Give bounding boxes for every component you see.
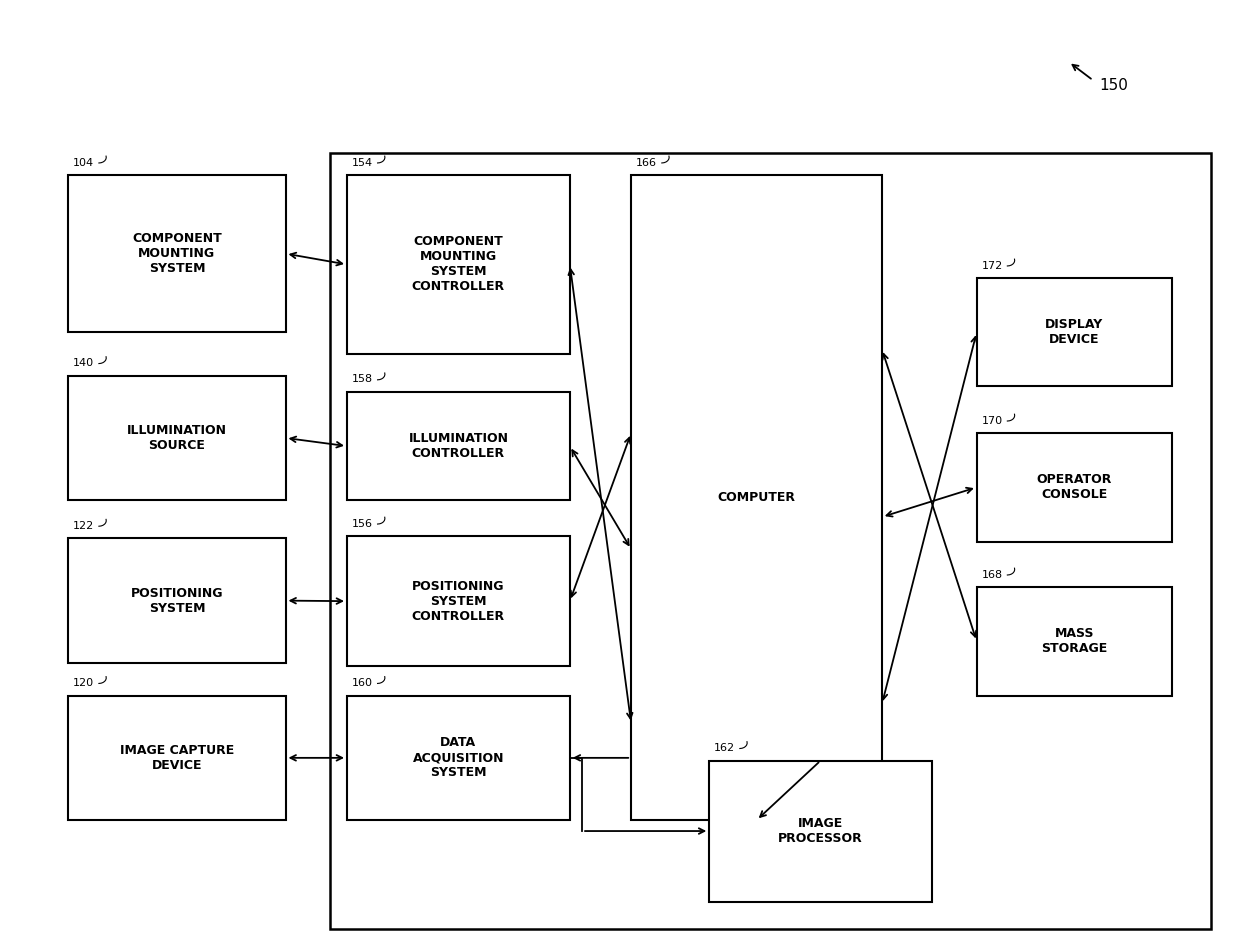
Bar <box>68 175 285 332</box>
Bar <box>68 375 285 501</box>
Bar <box>977 587 1172 695</box>
Text: ILLUMINATION
CONTROLLER: ILLUMINATION CONTROLLER <box>408 432 508 460</box>
Text: 166: 166 <box>636 157 657 167</box>
Text: COMPUTER: COMPUTER <box>718 491 796 504</box>
Text: 156: 156 <box>352 518 373 529</box>
Text: ILLUMINATION
SOURCE: ILLUMINATION SOURCE <box>126 424 227 452</box>
Text: 168: 168 <box>982 569 1003 580</box>
Bar <box>68 695 285 821</box>
Text: IMAGE CAPTURE
DEVICE: IMAGE CAPTURE DEVICE <box>120 743 234 772</box>
Text: 150: 150 <box>1100 77 1128 92</box>
Text: 120: 120 <box>73 678 94 688</box>
Text: 154: 154 <box>352 157 373 167</box>
Bar <box>68 538 285 663</box>
Text: 162: 162 <box>714 743 735 753</box>
Bar <box>709 760 932 901</box>
Text: 170: 170 <box>982 416 1003 425</box>
Text: COMPONENT
MOUNTING
SYSTEM
CONTROLLER: COMPONENT MOUNTING SYSTEM CONTROLLER <box>412 235 505 294</box>
Text: 172: 172 <box>982 261 1003 271</box>
Text: 140: 140 <box>73 359 94 368</box>
Bar <box>977 278 1172 387</box>
Text: POSITIONING
SYSTEM
CONTROLLER: POSITIONING SYSTEM CONTROLLER <box>412 580 505 623</box>
Text: 160: 160 <box>352 678 373 688</box>
Bar <box>347 175 570 354</box>
Bar <box>330 153 1210 929</box>
Text: COMPONENT
MOUNTING
SYSTEM: COMPONENT MOUNTING SYSTEM <box>131 232 222 275</box>
Bar <box>347 536 570 666</box>
Bar <box>347 695 570 821</box>
Text: 158: 158 <box>352 375 373 385</box>
Bar <box>977 433 1172 541</box>
Text: DATA
ACQUISITION
SYSTEM: DATA ACQUISITION SYSTEM <box>413 737 505 779</box>
Text: POSITIONING
SYSTEM: POSITIONING SYSTEM <box>130 586 223 614</box>
Text: 104: 104 <box>73 157 94 167</box>
Bar <box>347 391 570 501</box>
Bar <box>631 175 882 821</box>
Text: OPERATOR
CONSOLE: OPERATOR CONSOLE <box>1037 473 1112 502</box>
Text: 122: 122 <box>73 521 94 531</box>
Text: DISPLAY
DEVICE: DISPLAY DEVICE <box>1045 318 1104 346</box>
Text: IMAGE
PROCESSOR: IMAGE PROCESSOR <box>779 817 863 845</box>
Text: MASS
STORAGE: MASS STORAGE <box>1042 628 1107 655</box>
